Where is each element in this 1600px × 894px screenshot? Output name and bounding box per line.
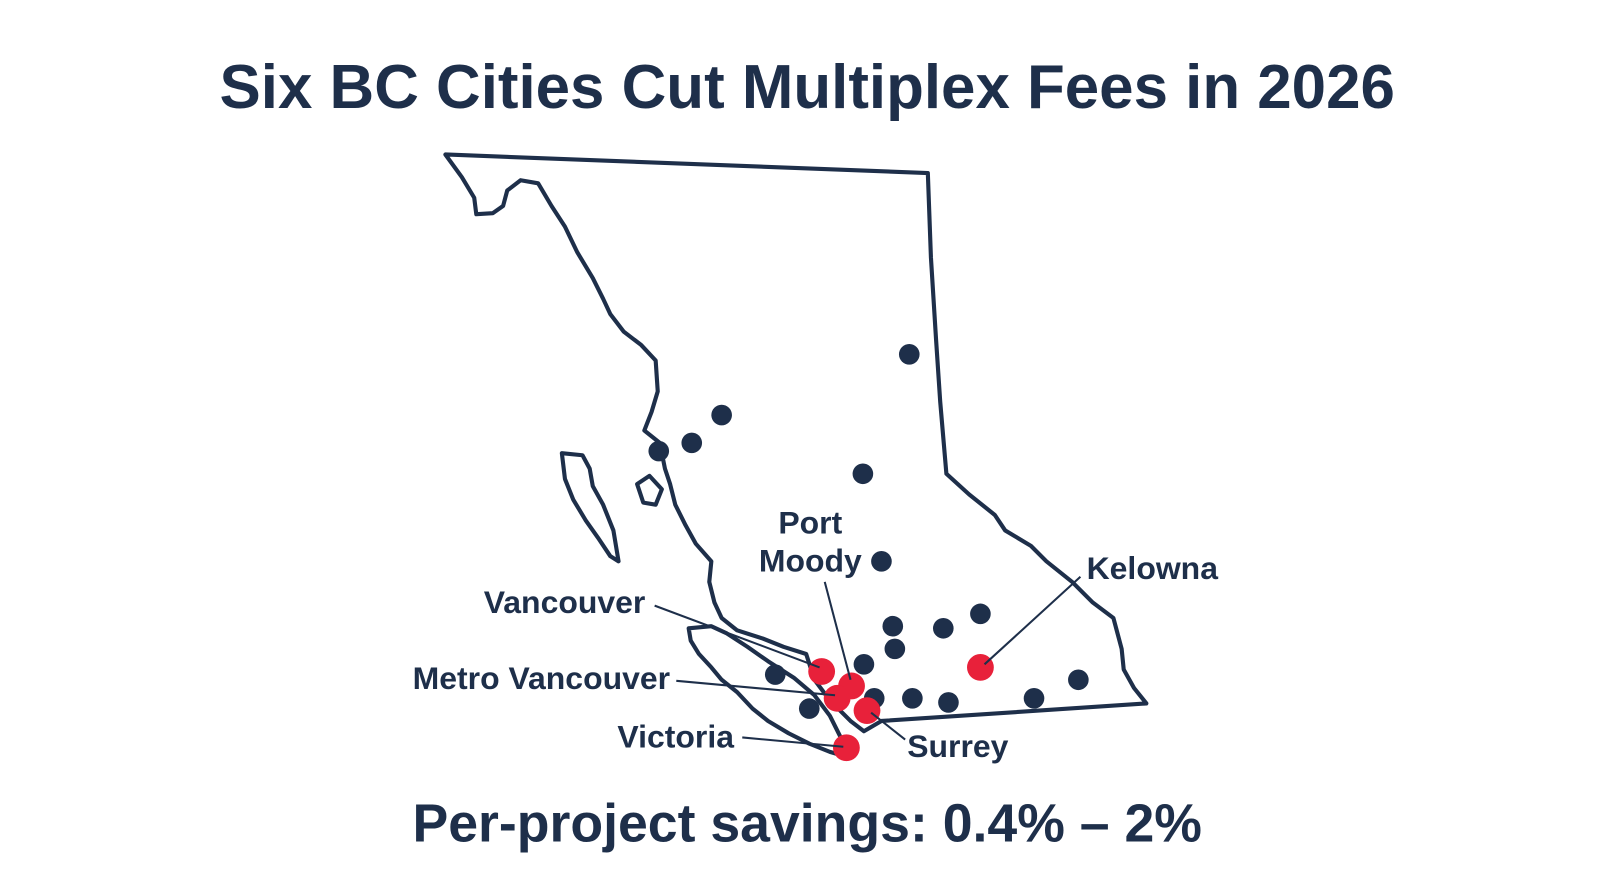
city-label: Metro Vancouver	[413, 660, 670, 696]
fee-cut-city-dot	[853, 697, 881, 725]
city-dot	[853, 654, 875, 675]
leaders	[654, 576, 1082, 748]
leader-line	[654, 604, 820, 669]
mainland-outline	[443, 152, 1149, 734]
city-label: Port	[778, 505, 842, 541]
vancouver-island-outline	[686, 624, 850, 760]
fee-cut-city-dot	[808, 658, 836, 685]
bc-map	[443, 152, 1149, 760]
inlet	[635, 473, 664, 507]
haida-gwaii-outline	[559, 451, 621, 564]
city-dot	[764, 664, 786, 685]
fee-cut-city-dot	[967, 654, 994, 681]
city-dot	[938, 692, 959, 713]
city-label: Vancouver	[484, 584, 646, 620]
city-dot	[884, 638, 906, 660]
leader-line	[870, 711, 906, 741]
city-dot	[882, 615, 904, 637]
city-label: Kelowna	[1087, 550, 1219, 586]
fee-cut-city-dot	[832, 734, 860, 762]
leader-line	[983, 576, 1082, 666]
city-dot	[681, 432, 703, 454]
city-dot	[902, 688, 923, 709]
leader-line	[676, 679, 836, 697]
city-dot	[648, 440, 670, 462]
leader-line	[823, 581, 852, 681]
city-label: Surrey	[907, 728, 1008, 764]
fee-cut-city-dot	[823, 684, 851, 712]
city-label: Moody	[759, 543, 862, 579]
footer: Per-project savings: 0.4% – 2%	[412, 793, 1202, 853]
title: Six BC Cities Cut Multiplex Fees in 2026	[220, 53, 1395, 122]
city-dot	[898, 344, 920, 365]
leader-line	[742, 736, 844, 748]
city-dot	[1023, 688, 1045, 709]
city-dot	[871, 551, 892, 572]
city-dots	[648, 344, 1089, 762]
city-label: Victoria	[617, 719, 734, 755]
city-dot	[711, 404, 732, 426]
city-dot	[932, 617, 954, 639]
city-dot	[852, 463, 874, 485]
city-dot	[798, 698, 820, 719]
city-dot	[970, 603, 991, 625]
city-dot	[1068, 669, 1089, 691]
